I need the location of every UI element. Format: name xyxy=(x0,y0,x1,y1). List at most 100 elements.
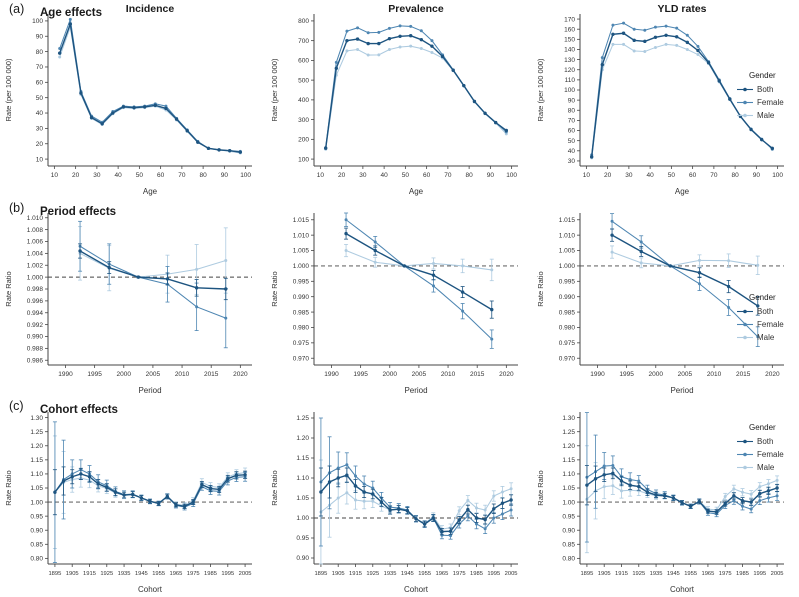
y-tick-label: 170 xyxy=(564,16,575,23)
legend-label-male: Male xyxy=(757,111,775,120)
series-both xyxy=(323,34,509,150)
axes: 0.80 0.85 0.90 0.95 1.00 1.05 1.10 1.15 1.20 1.25… xyxy=(30,412,252,577)
legend-label-both: Both xyxy=(757,437,773,446)
y-tick-label: 0.998 xyxy=(27,286,44,293)
y-tick-label: 1.25 xyxy=(30,429,43,436)
x-tick-label: 2005 xyxy=(412,371,427,378)
x-tick-label: 1995 xyxy=(221,571,234,577)
y-tick-label: 1.006 xyxy=(27,239,44,246)
y-tick-label: 70 xyxy=(568,118,576,125)
x-tick-label: 1935 xyxy=(650,571,663,577)
x-tick-label: 2000 xyxy=(383,371,398,378)
x-tick-label: 1955 xyxy=(152,571,165,577)
y-tick-label: 1.20 xyxy=(30,443,43,450)
chart-age-yld: 30 40 50 60 70 80 90 100 110 120 130 140 150 160 170 10… xyxy=(536,14,784,196)
series-male xyxy=(590,42,774,160)
y-tick-label: 0.995 xyxy=(559,279,576,286)
x-tick-label: 1965 xyxy=(435,571,448,577)
y-tick-label: 1.004 xyxy=(27,251,44,258)
x-tick-label: 1995 xyxy=(353,371,368,378)
panel-age-yld-rates: 30 40 50 60 70 80 90 100 110 120 130 140 150 160 170 10… xyxy=(532,0,798,199)
series-both xyxy=(78,243,228,301)
chart-period-prevalence: 0.970 0.975 0.980 0.985 0.990 0.995 1.000 1.005… xyxy=(270,212,518,395)
y-tick-label: 1.15 xyxy=(562,457,575,464)
y-tick-label: 1.000 xyxy=(293,263,310,270)
y-tick-label: 1.05 xyxy=(30,485,43,492)
y-tick-label: 0.986 xyxy=(27,357,44,364)
row-title-period-effects: Period effects xyxy=(40,206,117,218)
x-tick-label: 1975 xyxy=(719,571,732,577)
y-tick-label: 80 xyxy=(36,49,44,56)
x-axis-label: Age xyxy=(675,187,690,196)
x-tick-label: 1925 xyxy=(100,571,113,577)
y-tick-label: 0.992 xyxy=(27,322,44,329)
x-tick-label: 1915 xyxy=(615,571,628,577)
legend-label-male: Male xyxy=(757,463,775,472)
y-tick-label: 0.95 xyxy=(30,513,43,520)
x-tick-label: 2005 xyxy=(239,571,252,577)
x-tick-label: 40 xyxy=(115,172,123,179)
y-tick-label: 700 xyxy=(298,38,309,45)
x-tick-label: 1995 xyxy=(487,571,500,577)
panel-cohort-prevalence: 0.90 0.95 1.00 1.05 1.10 1.15 1.20 1.25 1895 1905… xyxy=(266,398,532,597)
y-tick-label: 200 xyxy=(298,137,309,144)
y-tick-label: 1.10 xyxy=(30,471,43,478)
legend-title: Gender xyxy=(749,71,776,80)
legend-label-both: Both xyxy=(757,85,773,94)
axes: 0.986 0.988 0.990 0.992 0.994 0.996 0.998 1.000… xyxy=(27,213,252,378)
axes: 0.80 0.85 0.90 0.95 1.00 1.05 1.10 1.15 1.20 1.25… xyxy=(562,412,784,577)
y-tick-label: 0.980 xyxy=(559,325,576,332)
x-tick-label: 1945 xyxy=(135,571,148,577)
x-tick-label: 80 xyxy=(732,172,740,179)
y-tick-label: 0.985 xyxy=(559,309,576,316)
y-tick-label: 1.30 xyxy=(30,415,43,422)
y-tick-label: 800 xyxy=(298,18,309,25)
series-male xyxy=(610,245,760,275)
x-tick-label: 1915 xyxy=(83,571,96,577)
y-tick-label: 100 xyxy=(32,18,43,25)
x-tick-label: 30 xyxy=(359,172,367,179)
x-tick-label: 1965 xyxy=(169,571,182,577)
x-tick-label: 1895 xyxy=(314,571,327,577)
y-tick-label: 1.002 xyxy=(27,262,44,269)
y-tick-label: 500 xyxy=(298,77,309,84)
x-tick-label: 1945 xyxy=(401,571,414,577)
y-tick-label: 0.80 xyxy=(30,556,43,563)
x-tick-label: 1925 xyxy=(366,571,379,577)
x-tick-label: 90 xyxy=(487,172,495,179)
y-tick-label: 1.005 xyxy=(559,248,576,255)
series-both xyxy=(344,227,494,319)
x-tick-label: 20 xyxy=(338,172,346,179)
x-axis-label: Cohort xyxy=(670,585,695,594)
legend-label-female: Female xyxy=(757,320,784,329)
y-tick-label: 300 xyxy=(298,117,309,124)
axes: 0.90 0.95 1.00 1.05 1.10 1.15 1.20 1.25 1895 1905… xyxy=(296,412,518,577)
y-tick-label: 0.990 xyxy=(559,294,576,301)
y-axis-label: Rate Ratio xyxy=(270,271,279,306)
y-tick-label: 90 xyxy=(568,97,576,104)
panel-letter-a: (a) xyxy=(9,2,25,16)
y-axis-label: Rate Ratio xyxy=(4,271,13,306)
series-both xyxy=(610,228,760,316)
y-tick-label: 10 xyxy=(36,156,44,163)
legend: Gender Both Female Male xyxy=(737,71,784,120)
legend-label-male: Male xyxy=(757,333,775,342)
x-tick-label: 30 xyxy=(93,172,101,179)
x-tick-label: 100 xyxy=(772,172,783,179)
y-tick-label: 50 xyxy=(568,138,576,145)
x-axis-label: Period xyxy=(404,386,427,395)
legend: Gender Both Female Male xyxy=(737,293,784,342)
x-tick-label: 2010 xyxy=(707,371,722,378)
y-axis-label: Rate (per 100 000) xyxy=(4,58,13,121)
x-tick-label: 2005 xyxy=(771,571,784,577)
x-tick-label: 2010 xyxy=(441,371,456,378)
series-female xyxy=(78,220,228,349)
x-tick-label: 1975 xyxy=(453,571,466,577)
x-tick-label: 50 xyxy=(136,172,144,179)
y-tick-label: 80 xyxy=(568,107,576,114)
y-tick-label: 0.90 xyxy=(562,527,575,534)
x-axis-label: Period xyxy=(138,386,161,395)
x-tick-label: 2000 xyxy=(117,371,132,378)
y-tick-label: 0.995 xyxy=(293,279,310,286)
axes: 100 200 300 400 500 600 700 800 10 20 30 40 50 60 70 80… xyxy=(298,14,518,179)
